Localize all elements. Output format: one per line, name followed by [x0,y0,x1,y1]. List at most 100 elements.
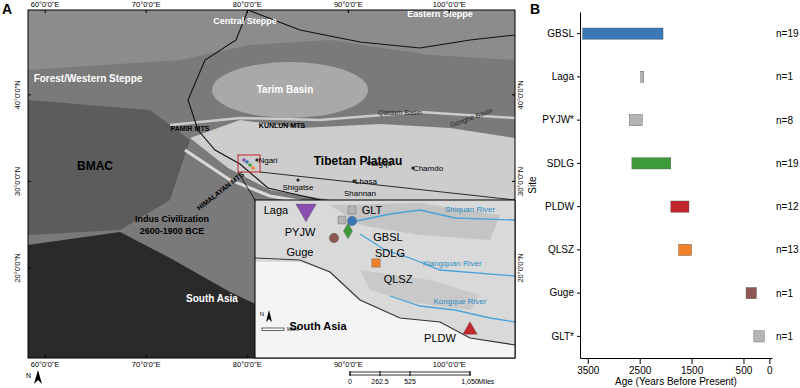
scale-tick [380,371,381,376]
inset-scale-bar [262,328,284,331]
inset-background [255,200,515,358]
lon-tick [146,355,147,358]
y-tick-mark [577,336,580,337]
site-dot [251,166,255,170]
x-tick-label: 3500 [577,365,600,376]
lon-tick-label: 100°0'0"E [433,0,466,9]
n-label: n=1 [776,71,793,82]
x-tick-mark [692,358,693,364]
map-label: Ngari [258,156,277,165]
site-marker [344,223,353,239]
north-arrow [266,310,272,322]
y-tick-label: Laga [552,71,575,82]
x-tick-label: 0 [767,365,773,376]
range-bar [746,288,756,299]
lon-tick-label: 70°0'0"E [132,360,161,369]
y-tick-label: GLT* [551,331,574,342]
y-tick: GLT* [551,331,580,342]
inset [255,200,515,358]
site-dot [248,163,252,167]
lon-tick [247,355,248,358]
y-tick: GBSL [547,28,580,39]
y-tick: QLSZ [548,244,580,255]
lat-tick [28,267,31,268]
scale-label: 525 [404,378,416,385]
x-tick: 500 [736,358,753,376]
north-label: N [260,311,264,317]
map-label: Shannan [344,189,376,198]
site-dot [242,158,246,162]
panel-label: B [530,1,540,17]
map-label: South Asia [186,293,238,304]
lon-tick-label: 80°0'0"E [233,0,262,9]
y-axis-title: Site [527,176,538,194]
y-axis-line [580,13,581,359]
map-label: Indus Civilization [135,214,209,224]
lon-tick [348,10,349,13]
x-tick: 2500 [629,358,652,376]
x-tick: 0 [767,358,773,376]
y-tick: PYJW* [542,114,580,125]
map-area [28,10,515,358]
y-tick-mark [577,293,580,294]
lat-tick-label: 40°0'0"N [13,80,22,109]
border [188,10,515,232]
lon-tick-label: 80°0'0"E [233,360,262,369]
range-bar [671,201,689,212]
n-label: n=13 [776,244,799,255]
inset-label: Laga [264,204,289,216]
x-tick-mark [640,358,641,364]
inset-label: PYJW [285,226,316,238]
map-label: Forest/Western Steppe [34,73,143,84]
n-label: n=19 [776,158,799,169]
border [248,10,515,48]
map-label: Nagqu [368,159,392,168]
scale-unit: Miles [478,378,495,385]
y-tick-label: Guge [550,287,575,298]
y-tick: Laga [552,71,580,82]
figure: Central SteppeEastern SteppeForest/Weste… [0,0,800,388]
lon-tick [45,355,46,358]
range-bar [632,158,671,169]
map-label: KUNLUN MTS [259,122,306,129]
range-bar [641,71,644,82]
inset-locator [238,155,260,172]
map-label: Tibetan Plateau [314,154,402,168]
range-bar [754,331,764,342]
map-label: Shigatse [282,183,314,192]
site-marker [296,204,316,222]
inset-relief [330,203,500,240]
lon-tick-label: 90°0'0"E [334,360,363,369]
x-tick-label: 1500 [681,365,704,376]
y-tick: Guge [550,287,580,298]
scale-label: 262.5 [371,378,389,385]
y-tick-label: SDLG [547,158,574,169]
y-axis: GBSLLagaPYJW*SDLGPLDWQLSZGugeGLT* [542,13,580,359]
map-label: PAMIR MTS [171,125,210,132]
y-tick-mark [577,76,580,77]
y-tick-mark [577,120,580,121]
inset-label: PLDW [424,332,456,344]
lat-tick [28,181,31,182]
x-tick: 3500 [577,358,600,376]
x-tick-mark [588,358,589,364]
n-label: n=12 [776,201,799,212]
inset-label: Kongque River [434,297,487,306]
n-label: n=19 [776,28,799,39]
inset-scale-unit: Miles [287,326,299,332]
lon-tick-label: 100°0'0"E [433,360,466,369]
city-dot [296,178,299,181]
y-tick-mark [577,206,580,207]
lon-tick [146,10,147,13]
scale-label: 0 [348,378,352,385]
north-label: N [26,372,31,379]
range-bar [679,244,692,255]
y-tick-label: PYJW* [542,114,574,125]
river [390,296,515,322]
north-arrow [34,370,42,384]
inset-border [255,258,515,345]
lat-tick-label: 30°0'0"N [516,167,525,196]
site-marker [338,216,346,224]
bars [583,28,765,342]
map-label: Tarim Basin [257,84,314,95]
